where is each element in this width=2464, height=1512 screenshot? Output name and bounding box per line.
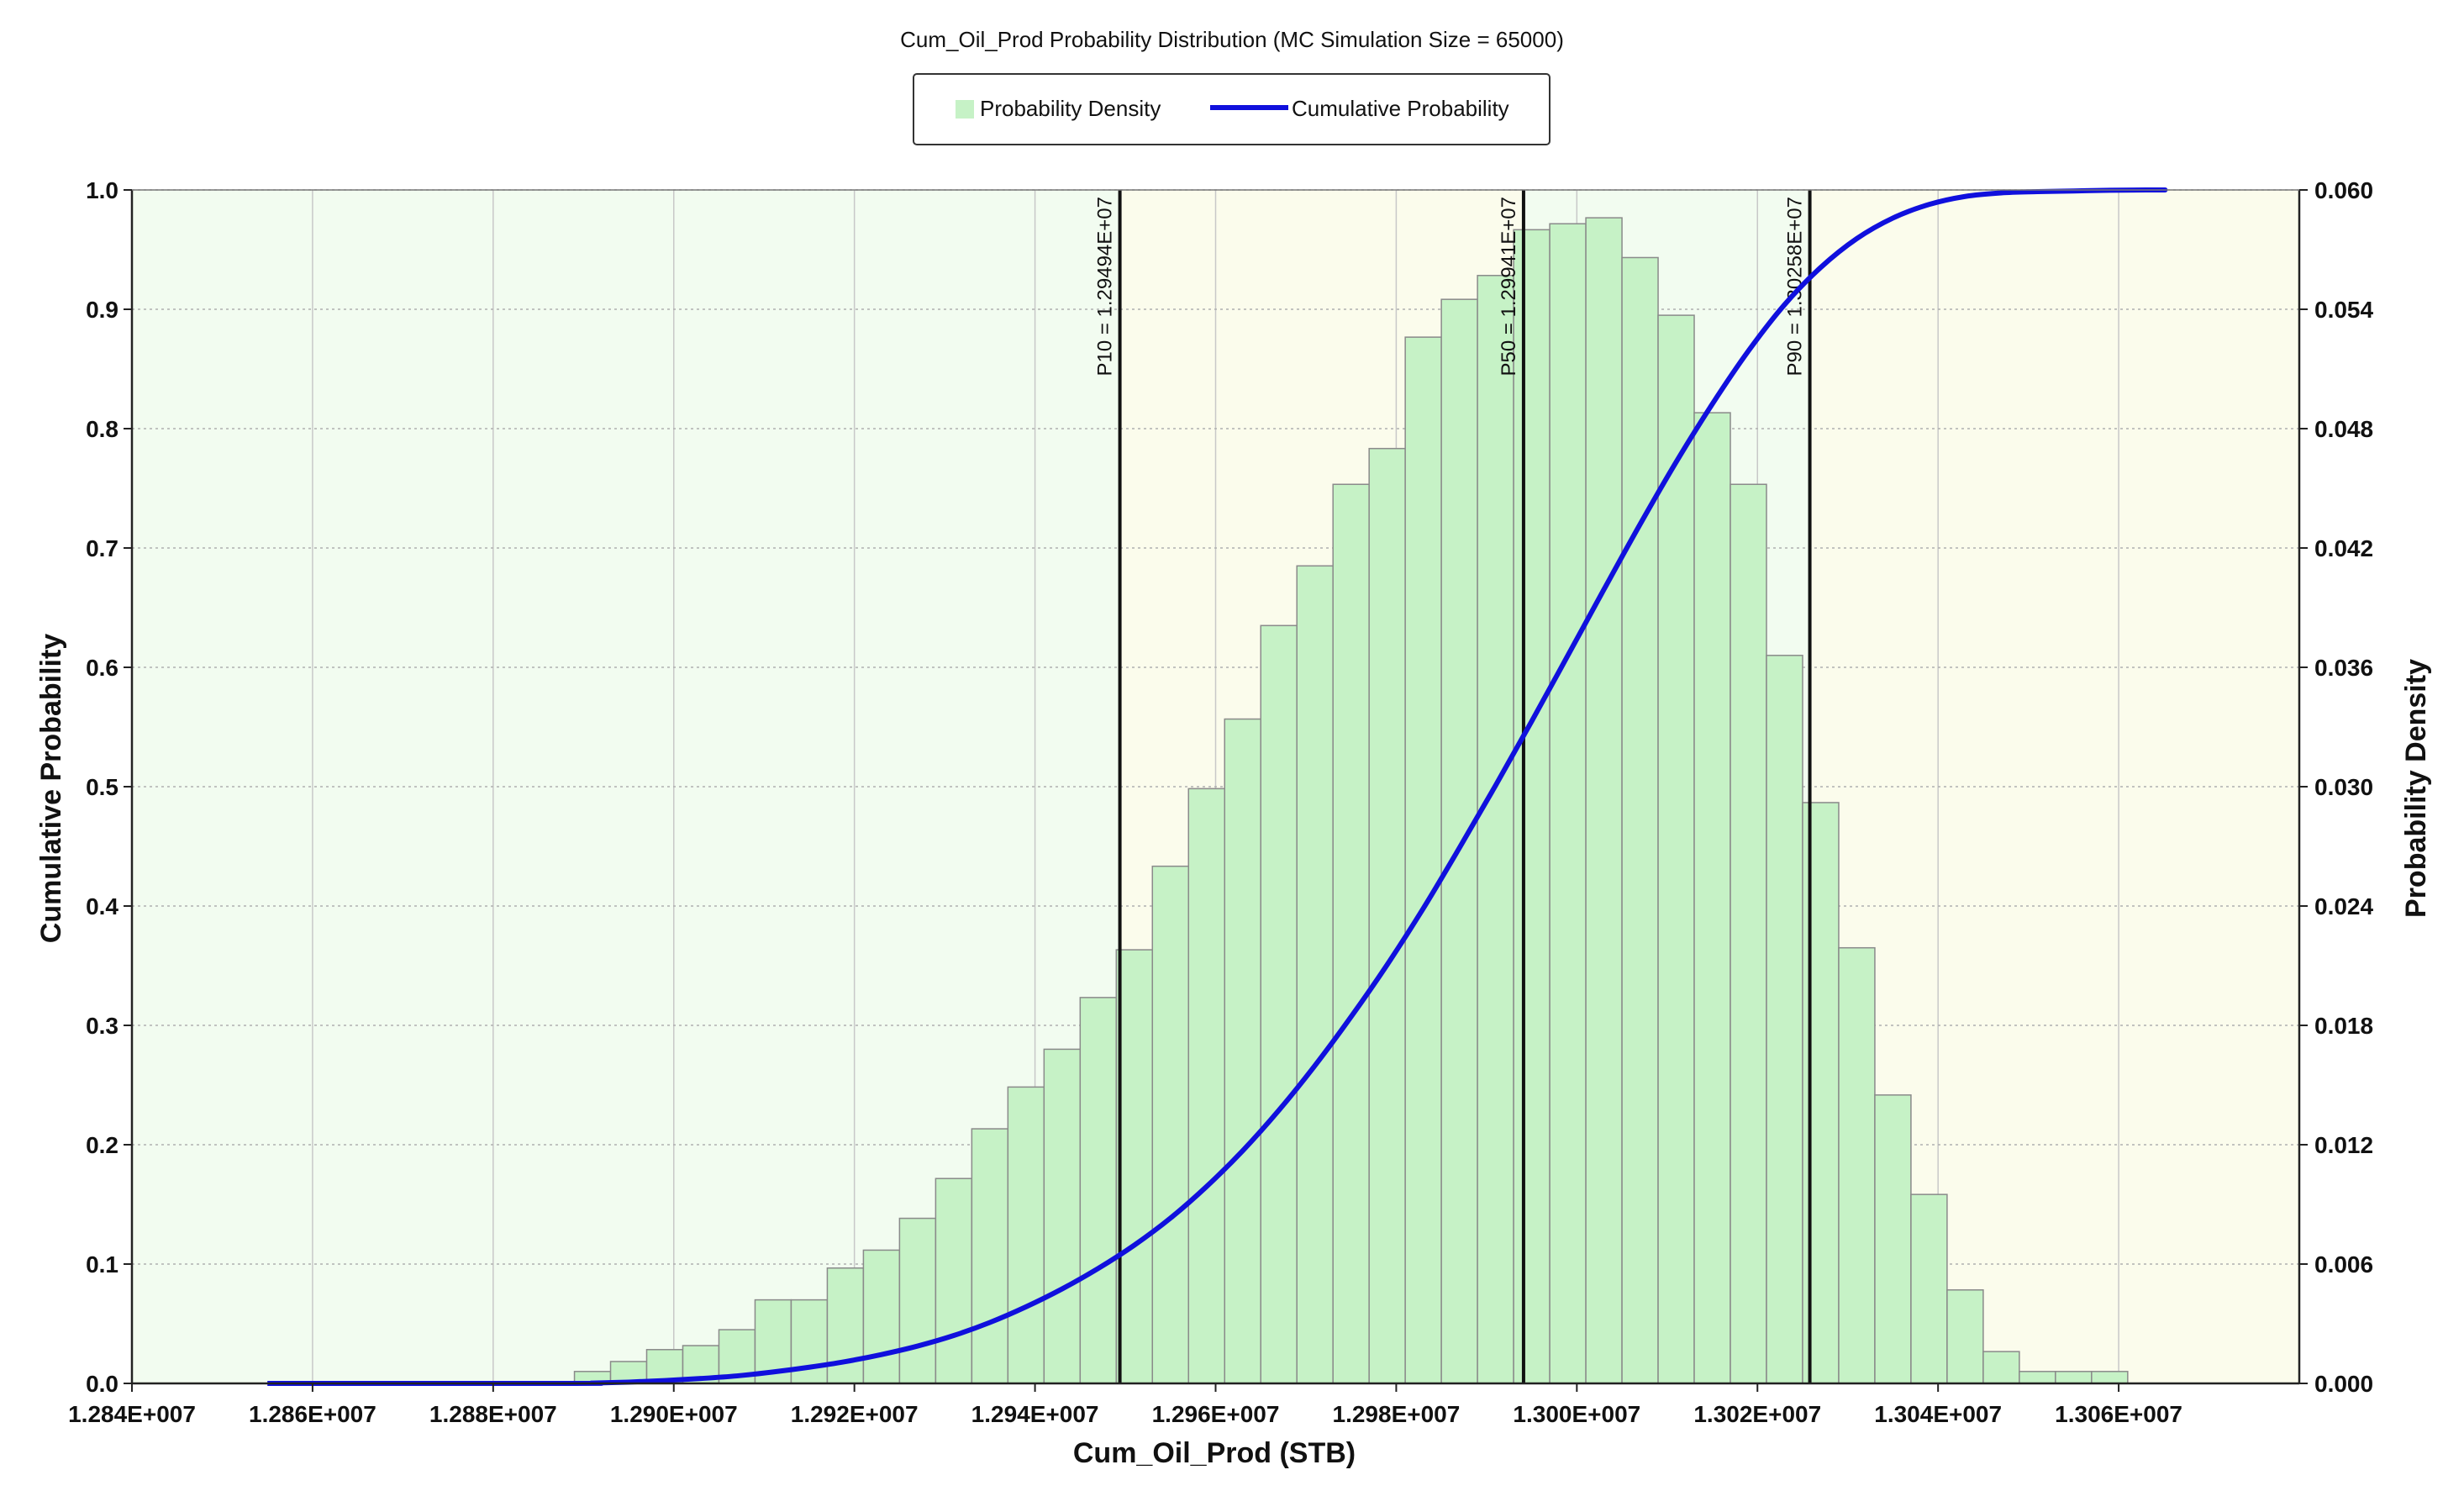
histogram-bar — [1549, 223, 1587, 1384]
y-left-tick-label: 0.6 — [86, 655, 118, 681]
y-right-tick-label: 0.054 — [2314, 297, 2373, 323]
y-left-tick-label: 0.1 — [86, 1251, 118, 1278]
histogram-bar — [898, 1217, 937, 1384]
histogram-bar — [1874, 1094, 1912, 1384]
x-tick-label: 1.306E+007 — [2055, 1401, 2182, 1427]
y-left-tick-label: 0.0 — [86, 1371, 118, 1397]
histogram-bar — [1079, 997, 1118, 1384]
percentile-lines: P10 = 1.29494E+07 P50 = 1.29941E+07 P90 = … — [1094, 190, 1812, 1383]
x-tick-label: 1.298E+007 — [1333, 1401, 1461, 1427]
histogram-bar — [2091, 1371, 2129, 1384]
legend-swatch-density — [956, 100, 974, 119]
x-tick-label: 1.292E+007 — [791, 1401, 919, 1427]
cumulative-curve — [267, 187, 2168, 1387]
y-right-tick-label: 0.030 — [2314, 774, 2373, 800]
histogram-bars — [573, 217, 2129, 1384]
x-tick-label: 1.296E+007 — [1152, 1401, 1280, 1427]
y-right-tick-label: 0.060 — [2314, 177, 2373, 203]
y-right-tick-label: 0.000 — [2314, 1371, 2373, 1397]
histogram-bar — [1513, 229, 1551, 1384]
y-left-tick-label: 0.2 — [86, 1132, 118, 1158]
y-right-tick-label: 0.012 — [2314, 1132, 2373, 1158]
histogram-bar — [1910, 1193, 1948, 1384]
y-right-tick-label: 0.006 — [2314, 1251, 2373, 1278]
y-right-tick-label: 0.018 — [2314, 1013, 2373, 1039]
chart-title: Cum_Oil_Prod Probability Distribution (M… — [900, 27, 1564, 52]
cumulative-probability-line — [267, 187, 2168, 1387]
x-tick-label: 1.286E+007 — [249, 1401, 376, 1427]
histogram-bar — [1224, 718, 1261, 1384]
histogram-bar — [1766, 655, 1803, 1384]
histogram-bar — [1693, 412, 1731, 1384]
histogram-bar — [1007, 1086, 1045, 1384]
percentile-label-p50: P50 = 1.29941E+07 — [1498, 197, 1520, 377]
x-tick-label: 1.290E+007 — [610, 1401, 738, 1427]
x-tick-label: 1.284E+007 — [68, 1401, 196, 1427]
histogram-bar — [1043, 1048, 1082, 1384]
x-tick-label: 1.302E+007 — [1693, 1401, 1821, 1427]
histogram-bar — [1151, 865, 1190, 1384]
histogram-bar — [1802, 802, 1840, 1384]
histogram-bar — [1621, 256, 1659, 1384]
histogram-bar — [935, 1177, 973, 1384]
y-right-tick-label: 0.024 — [2314, 893, 2373, 919]
y-right-tick-label: 0.042 — [2314, 535, 2373, 561]
histogram-bar — [1838, 946, 1876, 1384]
y-left-tick-label: 0.3 — [86, 1013, 118, 1039]
histogram-bar — [1477, 275, 1514, 1384]
histogram-bar — [1946, 1289, 1984, 1384]
histogram-bar — [971, 1128, 1009, 1384]
y-right-tick-label: 0.048 — [2314, 416, 2373, 442]
y-left-tick-label: 0.8 — [86, 416, 118, 442]
y-left-tick-label: 0.9 — [86, 297, 118, 323]
histogram-bar — [1260, 624, 1298, 1384]
histogram-bar — [1657, 314, 1695, 1384]
percentile-label-p10: P10 = 1.29494E+07 — [1094, 197, 1117, 377]
histogram-bar — [2055, 1371, 2093, 1384]
histogram-bar — [1730, 483, 1767, 1384]
histogram-bar — [1982, 1351, 2020, 1384]
x-tick-label: 1.288E+007 — [429, 1401, 557, 1427]
legend-label-cumulative: Cumulative Probability — [1292, 96, 1509, 121]
x-tick-label: 1.294E+007 — [971, 1401, 1099, 1427]
y-left-tick-label: 0.4 — [86, 893, 118, 919]
tick-labels: 1.284E+007 1.286E+007 1.288E+007 1.290E+007… — [68, 177, 2373, 1427]
histogram-bar — [1332, 483, 1370, 1384]
histogram-bar — [2019, 1371, 2056, 1384]
histogram-bar — [1187, 788, 1225, 1384]
x-tick-label: 1.304E+007 — [1874, 1401, 2002, 1427]
histogram-bar — [1368, 447, 1406, 1384]
histogram-bar — [1440, 298, 1478, 1384]
legend: Probability Density Cumulative Probabili… — [913, 73, 1551, 145]
y-left-tick-label: 0.7 — [86, 535, 118, 561]
histogram-bar — [862, 1249, 901, 1384]
x-tick-label: 1.300E+007 — [1513, 1401, 1640, 1427]
histogram-bar — [1115, 949, 1154, 1384]
y-axis-right-title: Probability Density — [2400, 659, 2432, 918]
histogram-bar — [1585, 217, 1623, 1384]
histogram-bar — [1296, 565, 1334, 1384]
y-left-tick-label: 1.0 — [86, 177, 118, 203]
legend-label-density: Probability Density — [980, 96, 1161, 121]
y-right-tick-label: 0.036 — [2314, 655, 2373, 681]
x-axis-title: Cum_Oil_Prod (STB) — [1073, 1437, 1356, 1469]
y-axis-left-title: Cumulative Probability — [35, 634, 67, 943]
y-left-tick-label: 0.5 — [86, 774, 118, 800]
histogram-bar — [1404, 336, 1442, 1384]
